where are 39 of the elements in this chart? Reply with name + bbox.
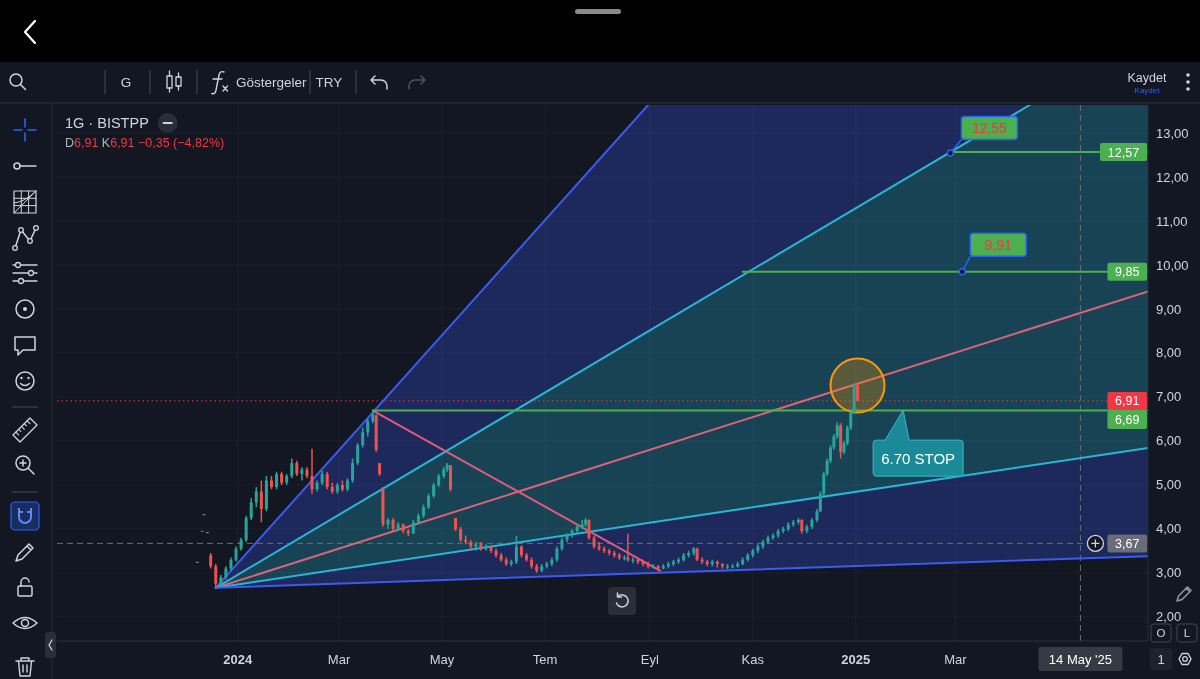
ref-line-label: 14 May '25 [1048,652,1113,667]
annotation: 9,91 [984,236,1013,253]
data-label: 6,69 [1115,413,1140,428]
text: Göstergeler [236,75,308,90]
text: Kaydet [1127,71,1167,85]
ref-line-label: 6,91 [1115,394,1140,409]
annotation: D6,91 K6,91 −0,35 (−4,82%) [65,136,225,150]
x-tick-label: 2025 [841,652,871,667]
y-tick-label: 8,00 [1156,345,1182,361]
y-tick-label: 3,00 [1156,565,1182,581]
x-tick-label: May [429,652,455,667]
x-tick-label: Tem [532,652,558,667]
y-tick-label: 9,00 [1156,301,1182,317]
x-tick-label: Kas [741,652,765,667]
ref-line-label: 3,67 [1115,536,1140,551]
text: Kaydet [1134,86,1161,95]
y-tick-label: 5,00 [1156,477,1182,493]
y-tick-label: 2,00 [1156,609,1182,625]
text: 1 [1157,652,1165,667]
text: 1G · BISTPP [65,115,149,131]
x-tick-label: Mar [327,652,351,667]
y-tick-label: 7,00 [1156,389,1182,405]
text: G [120,75,132,90]
y-tick-label: 12,00 [1156,169,1189,185]
text: O [1156,627,1166,639]
x-tick-label: Eyl [640,652,659,667]
x-tick-label: 2024 [223,652,253,667]
annotation: 12,55 [971,119,1008,136]
data-label: 12,57 [1107,145,1140,160]
y-tick-label: 10,00 [1156,257,1189,273]
annotation: 6.70 STOP [881,449,956,467]
x-tick-label: Mar [944,652,968,667]
data-label: 9,85 [1115,265,1140,280]
text: TRY [315,75,343,90]
text: L [1183,627,1191,639]
y-tick-label: 4,00 [1156,521,1182,537]
y-tick-label: 11,00 [1156,213,1188,229]
y-tick-label: 6,00 [1156,433,1182,449]
y-tick-label: 13,00 [1156,125,1189,141]
